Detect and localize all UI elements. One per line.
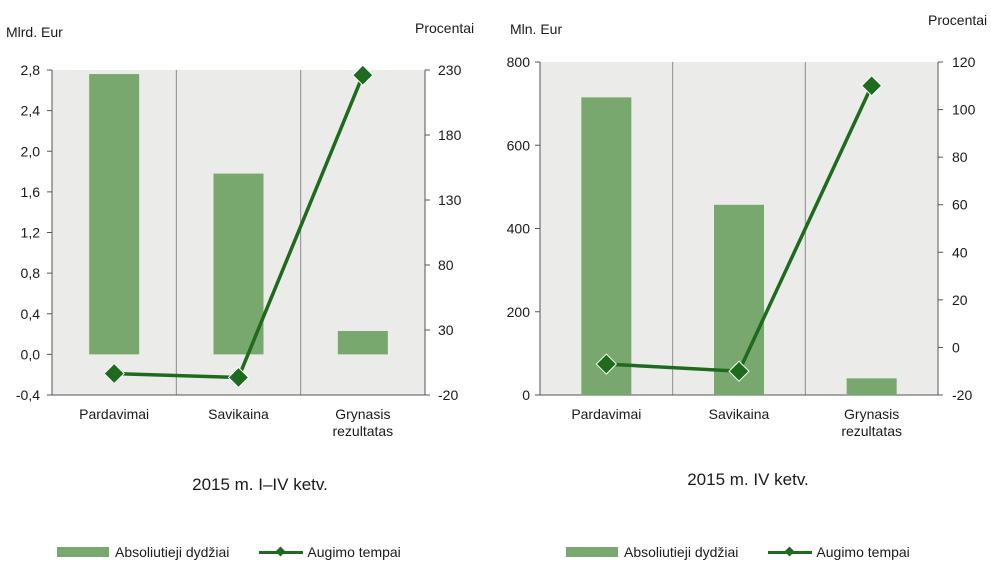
right-tick-label: 100: [952, 102, 976, 118]
left-tick-label: 2,0: [21, 143, 41, 159]
chart-2: 0 200 400 600 800 -20 0 20 40 60 80 100 120 Pardavima…: [507, 12, 988, 489]
right-tick-label: 80: [438, 257, 454, 273]
legend-line-swatch: [259, 546, 304, 558]
bar-2: [213, 173, 264, 355]
growth-point-2: [728, 360, 750, 382]
bar-3: [846, 378, 897, 395]
left-axis-title: Mln. Eur: [510, 21, 562, 37]
left-tick-label: 600: [507, 137, 531, 153]
bar-3: [337, 331, 388, 355]
legend-right: Absoliutieji dydžiai Augimo tempai: [566, 541, 910, 563]
right-tick-label: 60: [952, 197, 968, 213]
category-label: Grynasis rezultatas: [841, 406, 902, 439]
legend-line-swatch: [768, 546, 813, 558]
right-tick-label: 80: [952, 149, 968, 165]
right-tick-label: 130: [438, 192, 462, 208]
right-tick-label: 30: [438, 322, 454, 338]
chart-title: 2015 m. IV ketv.: [687, 470, 809, 489]
growth-point-1: [103, 362, 125, 385]
right-axis-title: Procentai: [928, 12, 987, 28]
legend-bar-label: Absoliutieji dydžiai: [115, 544, 230, 560]
left-tick-label: 0,4: [21, 306, 41, 322]
right-axis-title: Procentai: [415, 20, 474, 36]
bar-1: [581, 97, 632, 395]
category-label: Savikaina: [208, 406, 269, 422]
right-tick-label: 120: [952, 54, 976, 70]
right-tick-label: -20: [952, 387, 972, 403]
legend-item-bars: Absoliutieji dydžiai: [566, 544, 738, 560]
legend-bar-label: Absoliutieji dydžiai: [624, 544, 739, 560]
legend-bar-swatch: [57, 547, 109, 557]
left-axis-title: Mlrd. Eur: [6, 24, 63, 40]
legend-line-label: Augimo tempai: [816, 544, 910, 560]
legend-item-bars: Absoliutieji dydžiai: [57, 544, 229, 560]
legend-bar-swatch: [566, 547, 618, 557]
legend-line-label: Augimo tempai: [307, 544, 401, 560]
right-tick-label: 0: [952, 339, 960, 355]
left-tick-label: 1,6: [21, 184, 41, 200]
chart-1: -0,4 0,0 0,4 0,8 1,2 1,6 2,0 2,4 2,8 -20 30 80 130 18…: [6, 20, 474, 494]
left-tick-label: 2,4: [21, 103, 41, 119]
growth-point-3: [860, 75, 883, 97]
category-label: Pardavimai: [571, 406, 641, 422]
category-label: Pardavimai: [79, 406, 149, 422]
category-label: Grynasis rezultatas: [332, 406, 393, 439]
left-tick-label: 0,0: [21, 346, 41, 362]
legend-item-line: Augimo tempai: [768, 544, 910, 560]
right-tick-label: -20: [438, 387, 458, 403]
left-tick-label: 0,8: [21, 265, 41, 281]
growth-point-2: [227, 366, 250, 389]
left-tick-label: 200: [507, 304, 531, 320]
left-tick-label: 800: [507, 54, 531, 70]
right-tick-label: 40: [952, 244, 968, 260]
growth-point-3: [352, 64, 374, 86]
left-tick-label: 400: [507, 221, 531, 237]
growth-point-1: [595, 353, 618, 375]
left-tick-label: 0: [522, 387, 530, 403]
left-tick-label: -0,4: [16, 387, 40, 403]
right-tick-label: 20: [952, 292, 968, 308]
right-tick-label: 180: [438, 127, 462, 143]
legend-left: Absoliutieji dydžiai Augimo tempai: [57, 541, 401, 563]
bar-1: [89, 74, 140, 355]
right-tick-label: 230: [438, 62, 462, 78]
left-tick-label: 2,8: [21, 62, 41, 78]
chart-title: 2015 m. I–IV ketv.: [192, 475, 328, 494]
category-label: Savikaina: [709, 406, 770, 422]
left-tick-label: 1,2: [21, 225, 41, 241]
legend-item-line: Augimo tempai: [259, 544, 401, 560]
